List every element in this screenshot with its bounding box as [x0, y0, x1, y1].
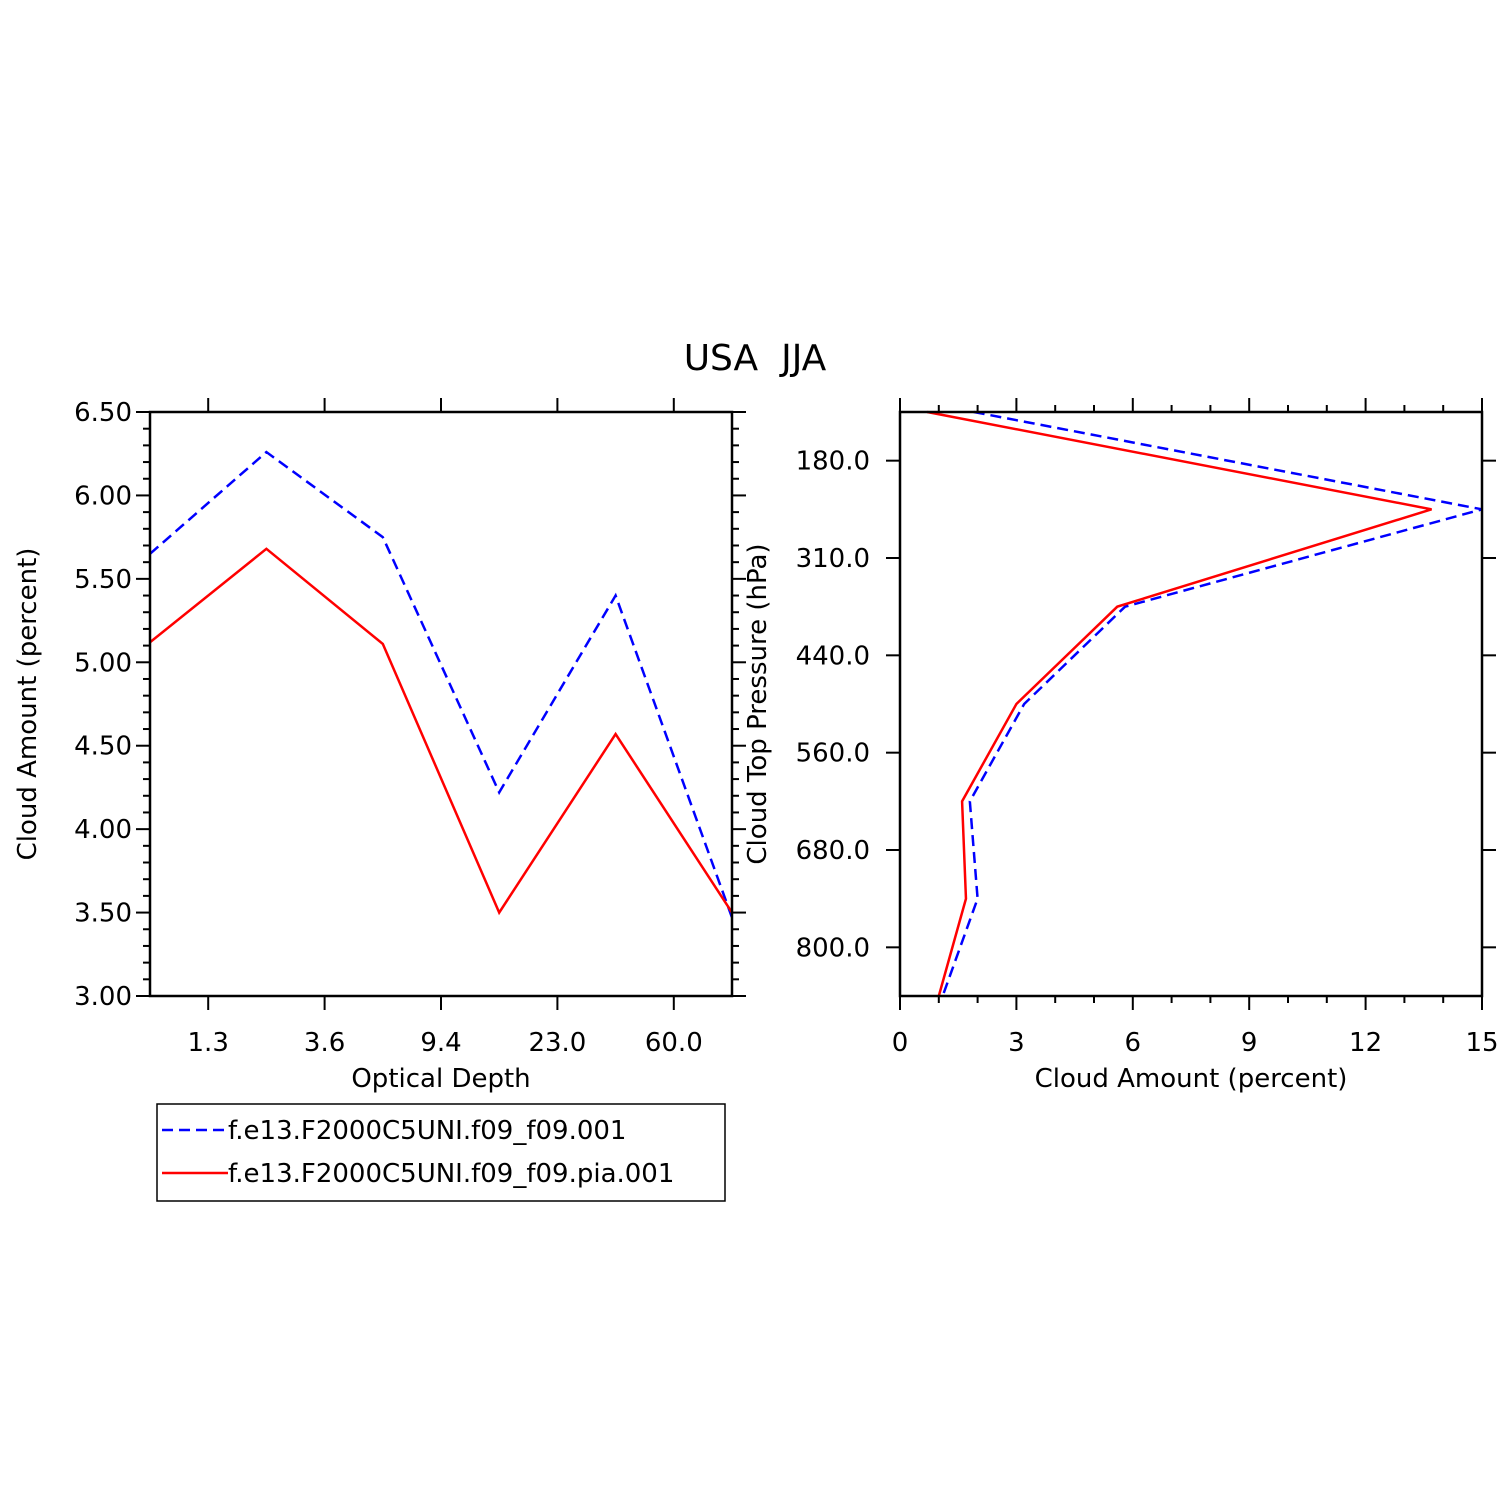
- right-y-tick-label: 560.0: [796, 739, 870, 769]
- left-y-tick-label: 3.50: [74, 899, 132, 929]
- right-y-tick-label: 310.0: [796, 544, 870, 574]
- legend-box: [156, 1103, 726, 1202]
- legend-label-series1: f.e13.F2000C5UNI.f09_f09.001: [228, 1116, 626, 1146]
- legend: f.e13.F2000C5UNI.f09_f09.001 f.e13.F2000…: [156, 1103, 726, 1202]
- left-x-axis-label: Optical Depth: [351, 1064, 530, 1094]
- right-y-tick-label: 440.0: [796, 641, 870, 671]
- right-x-tick-label: 6: [1125, 1028, 1142, 1058]
- right-x-tick-label: 12: [1349, 1028, 1382, 1058]
- right-x-tick-label: 15: [1465, 1028, 1498, 1058]
- left-x-tick-label: 60.0: [645, 1028, 703, 1058]
- optical-depth-panel: 3.00 3.50 4.00 4.50 5.00 5.50 6.00 6.50 1.3 3.6 9.…: [13, 398, 746, 1094]
- left-x-tick-label: 3.6: [304, 1028, 345, 1058]
- right-series-1-line: [941, 410, 1483, 997]
- legend-label-series2: f.e13.F2000C5UNI.f09_f09.pia.001: [228, 1159, 674, 1189]
- pressure-panel: 0 3 6 9 12 15 180.0 310.0 440.0 560.0 680.0 800.0 C…: [743, 398, 1499, 1094]
- figure-title: USA JJA: [684, 338, 827, 379]
- left-y-tick-label: 5.00: [74, 648, 132, 678]
- right-x-axis-label: Cloud Amount (percent): [1035, 1064, 1348, 1094]
- left-y-tick-label: 6.50: [74, 398, 132, 428]
- left-y-tick-label: 4.50: [74, 732, 132, 762]
- left-series-1-line: [149, 450, 734, 919]
- left-y-tick-label: 5.50: [74, 565, 132, 595]
- left-x-tick-label: 1.3: [188, 1028, 229, 1058]
- left-y-tick-label: 3.00: [74, 982, 132, 1012]
- right-plot-frame: [898, 410, 1484, 998]
- left-plot-frame: [148, 410, 734, 998]
- right-y-axis-label: Cloud Top Pressure (hPa): [743, 543, 773, 864]
- right-y-tick-label: 800.0: [796, 933, 870, 963]
- right-x-tick-label: 3: [1008, 1028, 1025, 1058]
- left-x-tick-label: 23.0: [528, 1028, 586, 1058]
- left-y-axis-label: Cloud Amount (percent): [13, 548, 43, 861]
- right-y-tick-label: 180.0: [796, 447, 870, 477]
- right-series-2-line: [926, 410, 1432, 997]
- left-y-tick-label: 4.00: [74, 815, 132, 845]
- left-x-tick-label: 9.4: [420, 1028, 461, 1058]
- right-y-tick-label: 680.0: [796, 836, 870, 866]
- left-y-tick-label: 6.00: [74, 481, 132, 511]
- left-series-2-line: [149, 547, 734, 916]
- right-x-tick-label: 9: [1241, 1028, 1258, 1058]
- right-x-tick-label: 0: [892, 1028, 909, 1058]
